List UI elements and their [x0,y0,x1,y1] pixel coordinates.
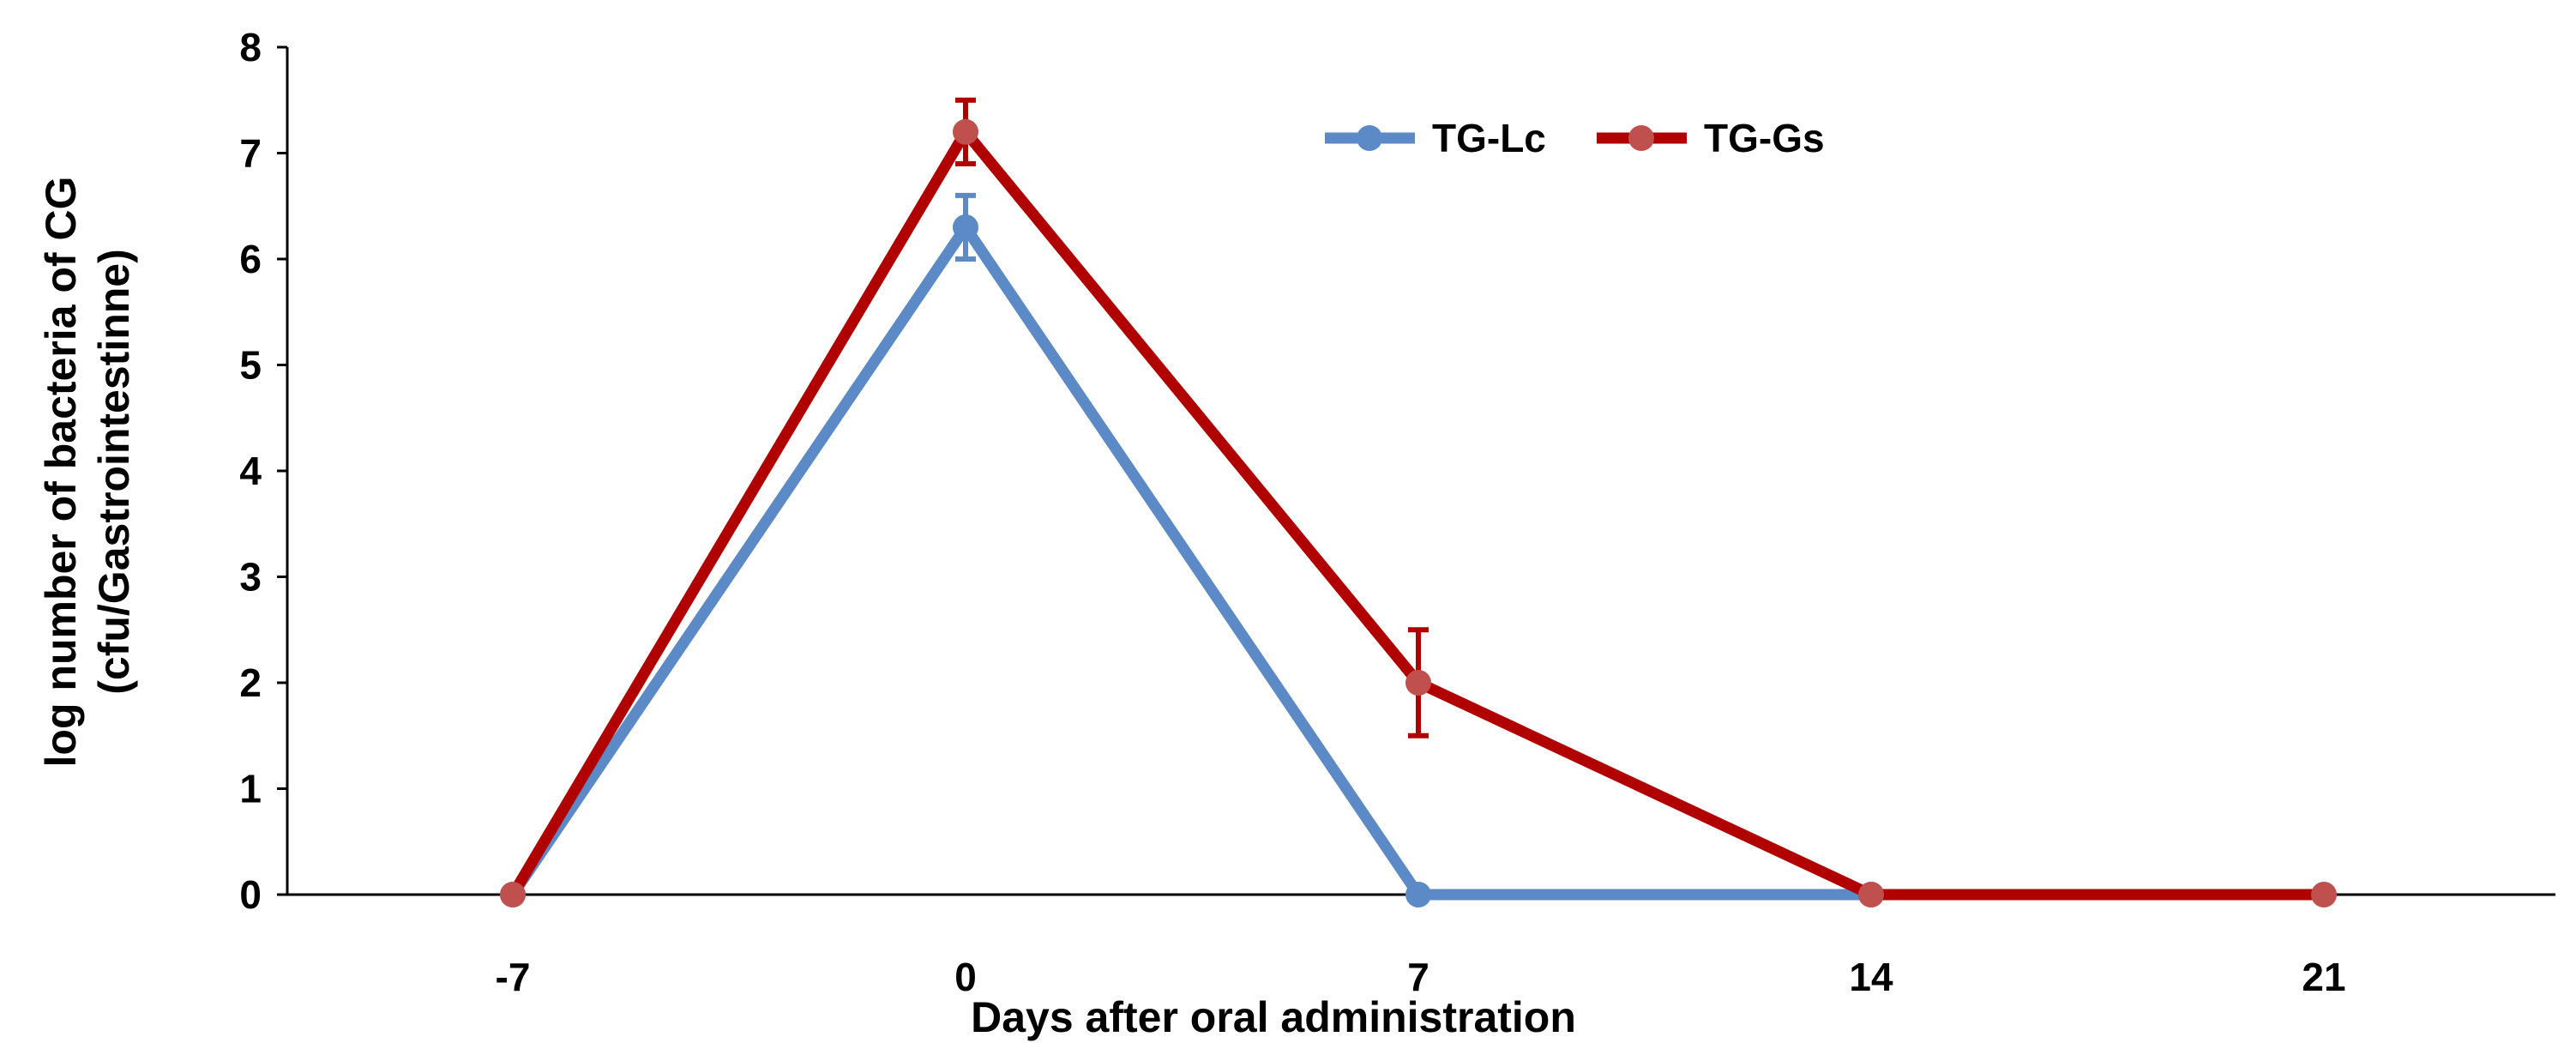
data-point-TG-Lc [1405,882,1431,907]
data-point-TG-Gs [953,118,978,145]
x-tick-label: 14 [1849,955,1893,999]
x-tick-label: 7 [1407,955,1429,999]
y-tick-labels: 0 1 2 3 4 5 6 7 8 [239,25,287,917]
x-tick-label: 21 [2302,955,2345,999]
legend: TG-Lc TG-Gs [1325,116,1825,160]
data-point-TG-Lc [953,214,978,240]
series-line-TG-Lc [508,217,1871,901]
legend-label: TG-Gs [1704,116,1825,160]
y-tick-label: 4 [239,449,262,493]
y-tick-label: 3 [239,555,262,600]
y-tick-label: 1 [239,767,262,811]
x-tick-labels: -7 0 7 14 21 [496,955,2346,999]
series-line-TG-Gs [508,122,2324,901]
y-tick-label: 6 [239,237,262,281]
data-point-TG-Gs [500,882,526,907]
x-tick-label: 0 [954,955,977,999]
y-axis-title-line2: (cfu/Gastrointestinne) [90,249,138,694]
y-tick-label: 2 [239,660,262,705]
y-tick-label: 0 [239,872,262,917]
legend-swatch-marker [1628,125,1654,151]
legend-item-TG-Lc: TG-Lc [1325,116,1546,160]
y-tick-label: 8 [239,25,262,69]
data-point-TG-Gs [2311,882,2337,907]
data-point-TG-Gs [1405,670,1431,696]
legend-swatch-marker [1357,125,1382,151]
x-tick-label: -7 [496,955,531,999]
series-layer [500,97,2337,907]
series-TG-Gs [500,97,2337,907]
axes-layer [286,47,2555,896]
y-tick-label: 7 [239,131,262,176]
y-tick-label: 5 [239,343,262,388]
legend-label: TG-Lc [1432,116,1546,160]
x-axis-title: Days after oral administration [971,993,1576,1041]
data-point-TG-Gs [1858,882,1884,907]
legend-item-TG-Gs: TG-Gs [1597,116,1825,160]
y-axis-title-line1: log number of bacteria of CG [37,177,85,768]
